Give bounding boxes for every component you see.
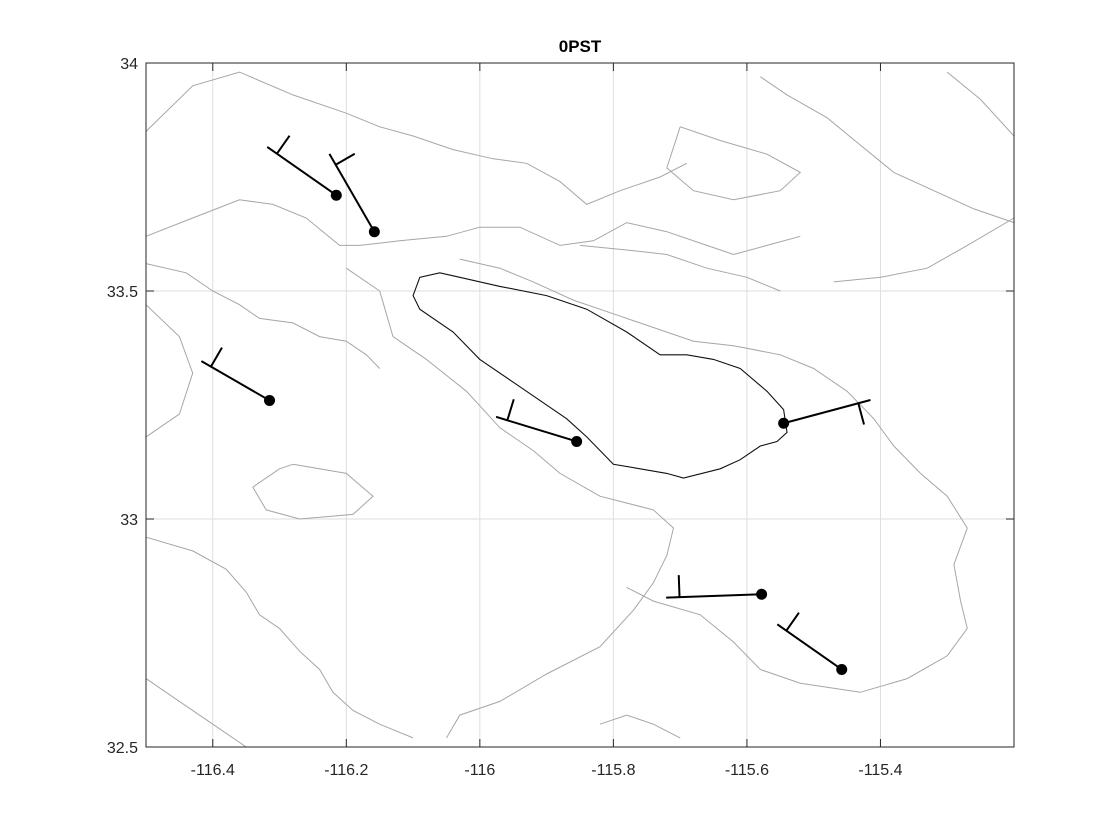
- wind-barb-shaft: [666, 593, 762, 599]
- terrain-contour-line: [145, 71, 688, 205]
- x-tick-label: -115.6: [725, 762, 769, 779]
- station-marker: [368, 226, 380, 238]
- terrain-contour-line: [946, 71, 1015, 137]
- terrain-contour-line: [459, 258, 968, 693]
- y-tick-label: 32.5: [107, 740, 138, 757]
- terrain-contour-line: [666, 126, 802, 201]
- terrain-contours: [145, 71, 1015, 748]
- wind-barbs: [200, 135, 871, 675]
- lake-outline: [412, 272, 788, 479]
- wind-barb-flag: [506, 398, 515, 421]
- wind-barb-shaft: [783, 399, 871, 425]
- wind-barb-shaft: [266, 146, 337, 197]
- y-tick-label: 34: [120, 56, 138, 73]
- grid-lines: [146, 62, 1014, 748]
- terrain-contour-line: [599, 714, 681, 739]
- wind-barb-flag: [335, 152, 356, 166]
- y-tick-label: 33: [120, 512, 138, 529]
- lake-shoreline: [412, 272, 788, 479]
- x-tick-label: -116.2: [324, 762, 368, 779]
- station-marker: [571, 435, 583, 447]
- terrain-contour-line: [145, 678, 247, 748]
- station-marker: [264, 394, 276, 406]
- station-marker: [330, 189, 342, 201]
- x-tick-label: -115.8: [591, 762, 635, 779]
- y-tick-label: 33.5: [107, 284, 138, 301]
- terrain-contour-line: [252, 463, 374, 520]
- wind-barb-flag: [857, 402, 865, 425]
- station-marker: [756, 588, 768, 600]
- station-marker: [778, 417, 790, 429]
- terrain-contour-line: [833, 217, 1015, 283]
- wind-barb-shaft: [200, 360, 271, 402]
- terrain-contour-line: [760, 76, 1015, 224]
- wind-barb-flag: [785, 612, 800, 632]
- terrain-contour-line: [579, 244, 781, 292]
- terrain-contour-line: [145, 199, 801, 256]
- wind-barb-shaft: [776, 623, 843, 671]
- axes-frame: [145, 62, 1015, 748]
- x-tick-label: -116: [464, 762, 495, 779]
- x-tick-label: -115.4: [858, 762, 902, 779]
- x-tick-label: -116.4: [191, 762, 235, 779]
- terrain-contour-line: [346, 267, 675, 739]
- wind-barb-shaft: [328, 153, 376, 233]
- figure-title: 0PST: [559, 37, 602, 56]
- wind-barb-flag: [677, 575, 681, 598]
- terrain-contour-line: [145, 536, 414, 739]
- terrain-contour-line: [145, 304, 194, 438]
- axis-ticks: -116.4 -116.2 -116 -115.8 -115.6 -115.4 32.5 33…: [107, 56, 1014, 779]
- wind-barb-shaft: [495, 415, 577, 443]
- terrain-contour-line: [145, 263, 381, 369]
- wind-barb-flag: [276, 135, 291, 155]
- station-marker: [836, 663, 848, 675]
- wind-barb-flag: [210, 347, 223, 368]
